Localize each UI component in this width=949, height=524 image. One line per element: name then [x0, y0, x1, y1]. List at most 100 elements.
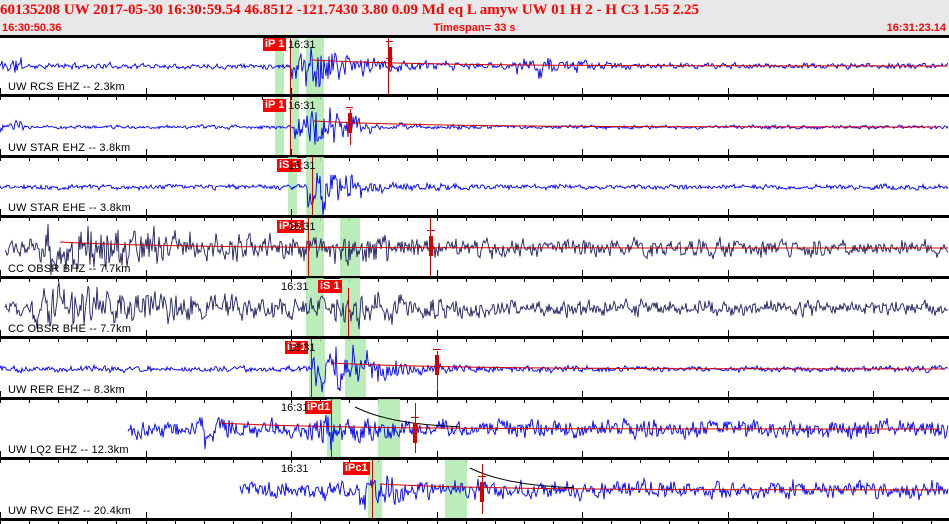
axis-tick	[524, 517, 525, 524]
trace-row[interactable]: iP 1 16:31 UW RER EHZ -- 8.3km	[0, 338, 949, 399]
highlight-band	[368, 459, 382, 520]
axis-tick	[291, 88, 292, 100]
axis-tick	[931, 154, 932, 161]
axis-tick	[873, 209, 874, 221]
axis-tick	[175, 517, 176, 524]
highlight-band	[288, 157, 297, 217]
axis-tick	[58, 517, 59, 524]
axis-tick	[466, 336, 467, 342]
pick-marker-line[interactable]	[312, 157, 313, 217]
axis-tick	[815, 275, 816, 282]
axis-tick	[640, 94, 641, 100]
axis-tick	[437, 511, 438, 524]
axis-tick	[873, 330, 874, 342]
phase-pick-label[interactable]: iP 1	[263, 98, 287, 112]
axis-tick	[611, 517, 612, 524]
axis-tick	[524, 396, 525, 403]
axis-tick	[902, 336, 903, 342]
pick-marker-line[interactable]	[331, 399, 332, 459]
trace-row[interactable]: iS 1 16:31 UW STAR EHE -- 3.8km	[0, 157, 949, 217]
axis-tick	[204, 154, 205, 161]
axis-tick	[611, 336, 612, 342]
axis-tick	[204, 336, 205, 342]
window-start-time: 16:30:50.36	[2, 22, 62, 34]
amplitude-bar	[413, 423, 417, 443]
axis-tick	[553, 396, 554, 403]
axis-tick	[669, 457, 670, 463]
axis-tick	[87, 154, 88, 161]
trace-time-label: 16:31	[281, 462, 309, 475]
axis-tick	[786, 396, 787, 403]
pick-marker-line[interactable]	[372, 459, 373, 520]
axis-tick	[698, 215, 699, 221]
axis-tick	[175, 215, 176, 221]
phase-pick-label[interactable]: iP 1	[285, 340, 309, 354]
axis-tick	[815, 517, 816, 524]
axis-tick	[320, 457, 321, 463]
axis-tick	[175, 94, 176, 100]
axis-tick	[669, 396, 670, 403]
pick-marker-line[interactable]	[311, 338, 312, 399]
waveform	[127, 406, 949, 450]
axis-tick	[29, 457, 30, 463]
axis-tick	[611, 215, 612, 221]
pick-marker-line[interactable]	[348, 288, 349, 338]
highlight-band	[292, 96, 299, 157]
axis-tick	[582, 330, 583, 342]
axis-tick	[58, 94, 59, 100]
trace-time-label: 16:31	[288, 99, 316, 112]
waveform	[0, 47, 949, 88]
phase-pick-label[interactable]: iPd1	[305, 401, 333, 414]
axis-tick	[233, 396, 234, 403]
trace-separator	[0, 154, 949, 158]
axis-tick	[786, 457, 787, 463]
axis-tick	[58, 336, 59, 342]
axis-tick	[757, 154, 758, 161]
highlight-band	[306, 96, 324, 157]
axis-tick	[291, 511, 292, 524]
trace-row[interactable]: iPc1 16:31 CC OBSR BHZ -- 7.7km	[0, 217, 949, 278]
axis-tick	[58, 215, 59, 221]
axis-tick	[640, 336, 641, 342]
axis-tick	[204, 517, 205, 524]
time-axis-ticks	[0, 390, 949, 403]
axis-tick	[291, 330, 292, 342]
axis-tick	[582, 511, 583, 524]
trace-row[interactable]: iPd1 16:31 UW LQ2 EHZ -- 12.3km	[0, 399, 949, 459]
pick-marker-line[interactable]	[290, 96, 291, 157]
axis-tick	[728, 148, 729, 161]
pick-marker-line[interactable]	[308, 217, 309, 278]
axis-tick	[437, 390, 438, 403]
trace-row[interactable]: iPc1 16:31 UW RVC EHZ -- 20.4km	[0, 459, 949, 520]
trace-panel[interactable]: iP 1 16:31 UW RCS EHZ -- 2.3km iP 1 16:31 UW …	[0, 35, 949, 524]
axis-tick	[0, 148, 1, 161]
axis-tick	[495, 94, 496, 100]
axis-tick	[495, 154, 496, 161]
trace-separator	[0, 457, 949, 460]
pick-marker-line[interactable]	[290, 36, 291, 96]
trace-row[interactable]: iP 1 16:31 UW STAR EHZ -- 3.8km	[0, 96, 949, 157]
phase-pick-label[interactable]: iP 1	[263, 38, 287, 51]
axis-tick	[640, 215, 641, 221]
channel-label: UW STAR EHE -- 3.8km	[8, 202, 131, 214]
axis-tick	[728, 451, 729, 463]
axis-tick	[844, 275, 845, 282]
phase-pick-label[interactable]: iPc1	[343, 461, 370, 475]
axis-tick	[524, 215, 525, 221]
phase-pick-label[interactable]: iPc1	[277, 219, 304, 233]
axis-tick	[757, 336, 758, 342]
axis-tick	[175, 457, 176, 463]
axis-tick	[378, 275, 379, 282]
axis-tick	[116, 94, 117, 100]
axis-tick	[698, 517, 699, 524]
trace-row[interactable]: iS 1 16:31 CC OBSR BHE -- 7.7km	[0, 278, 949, 338]
phase-pick-label[interactable]: iS 1	[318, 280, 342, 293]
phase-pick-label[interactable]: iS 1	[277, 159, 301, 172]
axis-tick	[0, 269, 1, 282]
axis-tick	[728, 330, 729, 342]
axis-tick	[437, 88, 438, 100]
axis-tick	[466, 94, 467, 100]
axis-tick	[902, 457, 903, 463]
trace-row[interactable]: iP 1 16:31 UW RCS EHZ -- 2.3km	[0, 36, 949, 96]
axis-tick	[757, 275, 758, 282]
